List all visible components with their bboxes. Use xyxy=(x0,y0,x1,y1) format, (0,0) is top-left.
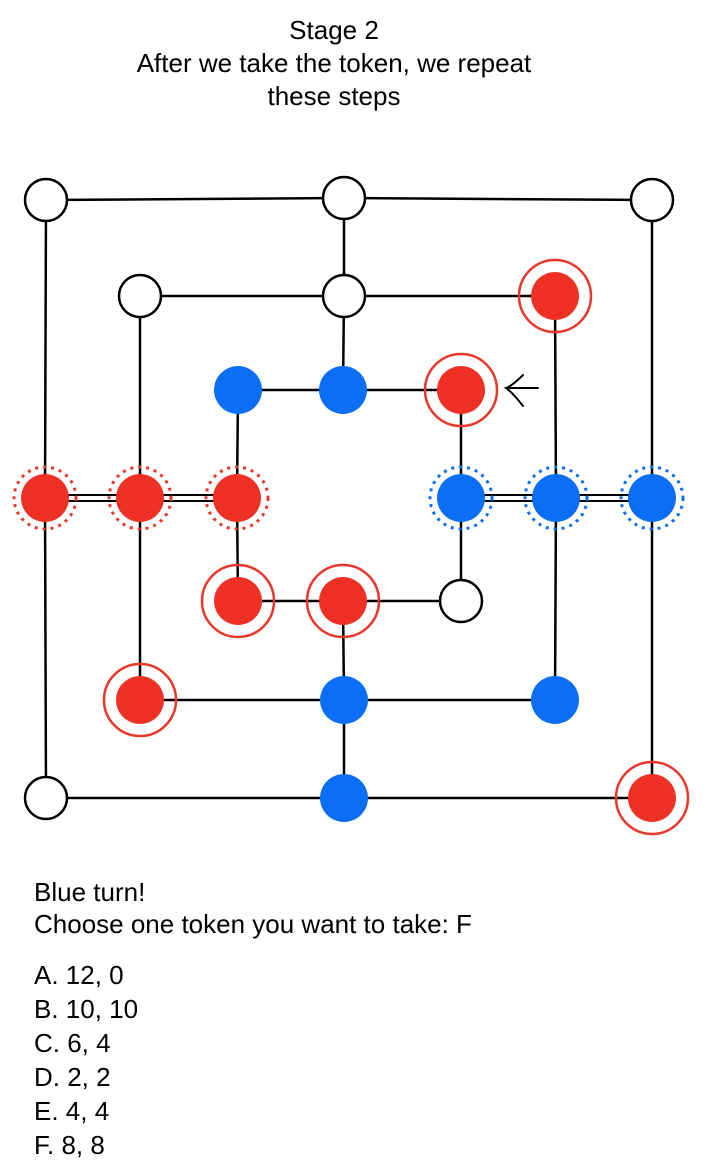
stage-subtitle-line1: After we take the token, we repeat xyxy=(136,48,532,78)
option-b[interactable]: B. 10, 10 xyxy=(34,994,139,1024)
inner-bottom-right-empty-point xyxy=(438,578,484,624)
stage-subtitle-line2: these steps xyxy=(267,81,401,111)
middle-top-right-red-token xyxy=(531,272,579,320)
inner-mid-right-ring xyxy=(428,465,494,531)
outer-bottom-mid-blue-token xyxy=(320,774,368,822)
middle-bottom-mid-blue-token xyxy=(320,676,368,724)
board-line xyxy=(45,196,345,202)
middle-mid-left-red-token xyxy=(116,474,164,522)
middle-top-mid-empty-point xyxy=(321,273,367,319)
option-d[interactable]: D. 2, 2 xyxy=(34,1062,111,1092)
board-line xyxy=(553,295,558,499)
outer-top-mid-empty-point xyxy=(321,175,367,221)
option-f[interactable]: F. 8, 8 xyxy=(34,1130,105,1160)
options-list: A. 12, 0 B. 10, 10 C. 6, 4 D. 2, 2 E. 4,… xyxy=(34,958,472,1162)
middle-bottom-left-ring xyxy=(102,662,178,738)
inner-top-left-blue-token xyxy=(214,366,262,414)
inner-mid-left-red-token xyxy=(213,474,261,522)
prompt-text: Choose one token you want to take: F xyxy=(34,909,472,939)
middle-mid-right-blue-token xyxy=(532,474,580,522)
outer-mid-right-blue-token xyxy=(628,474,676,522)
middle-mid-left-ring xyxy=(107,465,173,531)
inner-bottom-mid-red-token xyxy=(319,577,367,625)
outer-top-left-empty-point xyxy=(23,177,69,223)
highlight-rings xyxy=(12,258,690,836)
board-line xyxy=(343,196,653,202)
middle-top-left-empty-point xyxy=(117,273,163,319)
outer-top-right-empty-point xyxy=(629,177,675,223)
outer-bottom-right-ring xyxy=(614,760,690,836)
outer-bottom-right-red-token xyxy=(628,774,676,822)
header: Stage 2 After we take the token, we repe… xyxy=(0,14,668,113)
turn-text: Blue turn! xyxy=(34,877,146,907)
inner-mid-left-ring xyxy=(204,465,270,531)
stage-title: Stage 2 xyxy=(289,15,379,45)
inner-top-mid-blue-token xyxy=(319,366,367,414)
option-e[interactable]: E. 4, 4 xyxy=(34,1096,110,1126)
game-board xyxy=(12,175,690,836)
option-a[interactable]: A. 12, 0 xyxy=(34,960,124,990)
board-line xyxy=(553,497,558,701)
inner-bottom-mid-ring xyxy=(305,563,381,639)
middle-bottom-left-red-token xyxy=(116,676,164,724)
outer-mid-right-ring xyxy=(619,465,685,531)
inner-top-right-red-token xyxy=(437,366,485,414)
middle-bottom-right-blue-token xyxy=(531,676,579,724)
board-line xyxy=(43,497,48,799)
board-points xyxy=(21,175,676,822)
option-c[interactable]: C. 6, 4 xyxy=(34,1028,111,1058)
inner-top-right-ring xyxy=(423,352,499,428)
inner-bottom-left-ring xyxy=(200,563,276,639)
outer-bottom-left-empty-point xyxy=(23,775,69,821)
inner-bottom-left-red-token xyxy=(214,577,262,625)
middle-mid-right-ring xyxy=(523,465,589,531)
middle-top-right-ring xyxy=(517,258,593,334)
outer-mid-left-red-token xyxy=(21,474,69,522)
pointer-arrow-icon xyxy=(503,374,539,407)
footer: Blue turn! Choose one token you want to … xyxy=(34,876,472,1162)
outer-mid-left-ring xyxy=(12,465,78,531)
board-line xyxy=(43,199,48,499)
inner-mid-right-blue-token xyxy=(437,474,485,522)
